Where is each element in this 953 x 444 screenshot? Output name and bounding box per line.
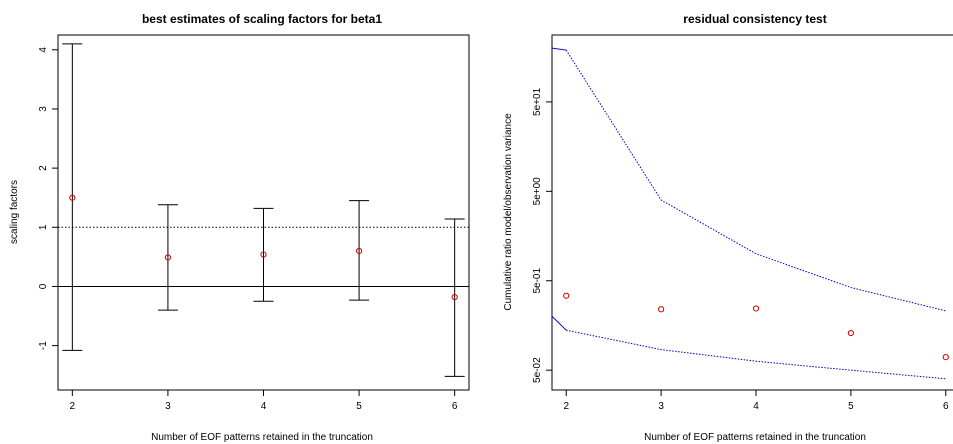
left-x-tick-label: 3 [165,401,171,412]
right-title: residual consistency test [683,12,826,26]
ratio-point [563,292,570,299]
right-y-tick-label: 5e-02 [532,357,543,383]
ratio-point [847,329,854,337]
ratio-point [752,305,760,312]
left-y-tick-label: -1 [38,341,49,350]
left-panel: best estimates of scaling factors for be… [9,12,470,443]
estimate-point [355,247,363,255]
right-x-tick-label: 3 [658,401,664,412]
left-ylabel: scaling factors [9,180,20,244]
right-y-tick-label: 5e-01 [532,268,543,294]
right-x-tick-label: 5 [848,401,854,412]
upper-bound-line-lead [552,47,567,51]
estimate-point [164,254,172,261]
right-ylabel: Cumulative ratio model/observation varia… [503,113,514,311]
left-marks: 2 3 4 5 6 -1 0 1 2 3 4 [38,43,469,412]
right-panel: residual consistency test 2 3 4 5 6 5e-02 5e-0… [503,12,953,443]
upper-bound-line [565,49,946,312]
left-x-tick-label: 2 [70,401,76,412]
right-marks: 2 3 4 5 6 5e-02 5e-01 5e+00 5e+01 [532,47,949,412]
estimate-point [260,251,267,258]
estimate-point [451,294,458,301]
right-plot-frame [551,34,953,391]
right-x-tick-label: 4 [753,401,759,412]
left-x-tick-label: 6 [452,401,458,412]
right-y-tick-label: 5e+00 [532,177,543,206]
lower-bound-line-lead [552,315,567,331]
left-title: best estimates of scaling factors for be… [142,12,382,26]
estimate-point [69,194,76,201]
left-y-tick-label: 2 [38,165,49,171]
left-x-tick-label: 4 [261,401,267,412]
left-x-tick-label: 5 [356,401,362,412]
left-xlabel: Number of EOF patterns retained in the t… [151,432,373,443]
lower-bound-line [566,329,946,380]
right-xlabel: Number of EOF patterns retained in the t… [644,432,866,443]
ratio-point [658,306,665,313]
left-y-tick-label: 0 [38,283,49,289]
left-y-tick-label: 4 [38,47,49,53]
left-y-tick-label: 1 [38,224,49,230]
right-clipped-group [552,47,946,380]
ratio-point [942,353,949,361]
right-x-tick-label: 6 [943,401,949,412]
left-y-tick-label: 3 [38,106,49,112]
right-x-tick-label: 2 [563,401,569,412]
right-y-tick-label: 5e+01 [532,87,543,116]
